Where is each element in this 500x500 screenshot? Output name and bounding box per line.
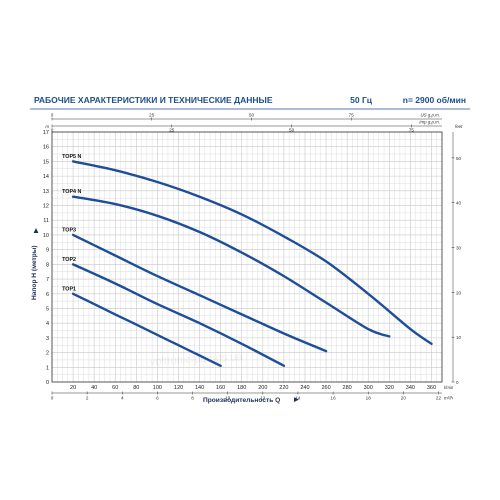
y-tick-label: 1 (46, 365, 49, 371)
x-tick-label: 140 (195, 385, 204, 391)
y-axis-arrow-icon (33, 228, 39, 233)
us-gpm-tick-label: 25 (149, 113, 155, 118)
axes: 20 40 60 80 100 120 140 160 180 200 220 240 260 280 30… (43, 113, 463, 401)
us-gpm-tick-label: 0 (51, 113, 54, 118)
feet-tick-label: 30 (456, 246, 462, 251)
x-tick-label: 240 (300, 385, 309, 391)
m3h-tick-label: 18 (366, 396, 372, 401)
y-tick-label: 4 (46, 321, 49, 327)
y-tick-label: 13 (43, 189, 49, 195)
x-tick-label: 280 (343, 385, 352, 391)
y-tick-label: 6 (46, 292, 49, 298)
m3h-tick-label: 6 (156, 396, 159, 401)
x-axis-title-group: Производительность Q (203, 397, 299, 404)
series-label-top5-n: TOP5 N (62, 154, 81, 160)
series-label-top2: TOP2 (62, 257, 76, 263)
m3h-tick-label: 20 (401, 396, 407, 401)
x-tick-label: 200 (258, 385, 267, 391)
x-tick-label: 20 (70, 385, 76, 391)
series-label-top1: TOP1 (62, 286, 76, 292)
plot-frame (51, 131, 443, 383)
feet-unit: feet (455, 124, 463, 129)
x-axis-arrow-icon (294, 397, 299, 402)
y-tick-label: 8 (46, 262, 49, 268)
plot-border (51, 131, 443, 383)
frequency-label: 50 Гц (350, 95, 373, 105)
m3h-tick-label: 4 (121, 396, 124, 401)
series-line-top4-n (71, 195, 391, 338)
m3h-tick-label: 10 (225, 396, 231, 401)
y-axis-title-group: Напор H (метры) (31, 228, 39, 300)
y-tick-label: 16 (43, 145, 49, 151)
y-tick-label: 9 (46, 248, 49, 254)
x-tick-label: 180 (237, 385, 246, 391)
feet-tick-label: 10 (456, 335, 462, 340)
x-tick-label: 160 (216, 385, 225, 391)
y-tick-label: 17 (43, 130, 49, 136)
imp-gpm-tick-label: 25 (169, 128, 175, 133)
x-tick-label: 320 (385, 385, 394, 391)
series-labels: TOP1 TOP2 TOP3 TOP4 N TOP5 N (62, 154, 81, 292)
x-tick-label: 340 (406, 385, 415, 391)
x-tick-label: 100 (153, 385, 162, 391)
x-tick-label: 40 (91, 385, 97, 391)
series-line-top3 (71, 233, 328, 353)
x-unit-label: l/min (444, 385, 454, 390)
y-axis-title: Напор H (метры) (31, 245, 38, 300)
watermark-text: voltronic-pumps.ua (150, 351, 244, 368)
speed-label: n= 2900 об/мин (403, 95, 466, 105)
series-line-top1 (71, 292, 222, 367)
feet-tick-label: 20 (456, 290, 462, 295)
y-tick-label: 5 (46, 306, 49, 312)
y-tick-label: 7 (46, 277, 49, 283)
y-tick-label: 10 (43, 233, 49, 239)
y-tick-label: 12 (43, 204, 49, 210)
y-tick-label: 2 (46, 351, 49, 357)
y-tick-label: 15 (43, 159, 49, 165)
imp-gpm-unit: Imp g.p.m. (419, 120, 440, 125)
x-tick-label: 260 (321, 385, 330, 391)
m3h-unit: m³/h (444, 396, 453, 401)
chart-grid (51, 131, 443, 383)
x-tick-label: 80 (133, 385, 139, 391)
us-gpm-unit: US g.p.m. (420, 113, 440, 118)
feet-tick-label: 0 (456, 380, 459, 385)
series-label-top3: TOP3 (62, 227, 76, 233)
series-label-top4-n: TOP4 N (62, 189, 81, 195)
us-gpm-tick-label: 75 (349, 113, 355, 118)
y-tick-label: 11 (43, 218, 49, 224)
y-tick-label: 14 (43, 174, 49, 180)
series-line-top5-n (71, 160, 433, 345)
m3h-tick-label: 8 (191, 396, 194, 401)
x-tick-label: 120 (174, 385, 183, 391)
m3h-tick-label: 16 (331, 396, 337, 401)
x-tick-label: 220 (279, 385, 288, 391)
x-axis-title: Производительность Q (203, 397, 280, 404)
m3h-tick-label: 2 (86, 396, 89, 401)
y-tick-label: 0 (46, 380, 49, 386)
x-tick-label: 300 (364, 385, 373, 391)
x-tick-label: 360 (427, 385, 436, 391)
x-tick-label: 60 (112, 385, 118, 391)
m3h-tick-label: 14 (295, 396, 301, 401)
imp-gpm-tick-label: 0 (51, 128, 54, 133)
imp-gpm-tick-label: 75 (409, 128, 415, 133)
y-tick-label: 3 (46, 336, 49, 342)
series-line-top2 (71, 263, 286, 367)
m3h-tick-label: 12 (260, 396, 266, 401)
m3h-tick-label: 0 (51, 396, 54, 401)
series-group (71, 160, 433, 367)
us-gpm-tick-label: 50 (249, 113, 255, 118)
m3h-tick-label: 22 (436, 396, 442, 401)
feet-tick-label: 40 (456, 201, 462, 206)
chart-title: РАБОЧИЕ ХАРАКТЕРИСТИКИ И ТЕХНИЧЕСКИЕ ДАН… (34, 95, 273, 105)
feet-tick-label: 50 (456, 156, 462, 161)
y-unit-label: m (45, 124, 49, 129)
imp-gpm-tick-label: 50 (289, 128, 295, 133)
